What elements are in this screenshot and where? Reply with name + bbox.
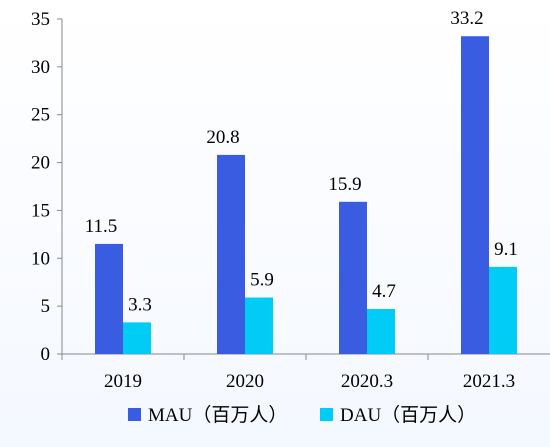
- dau-bar: [123, 322, 151, 354]
- legend-swatch-dau: [320, 408, 333, 421]
- legend-swatch-mau: [128, 408, 141, 421]
- mau-value-label: 33.2: [450, 8, 483, 29]
- y-tick-label: 0: [41, 344, 51, 365]
- axes: 0 5 10 15 20 25 30 35 2019 2020 2020.3 2021.3: [31, 9, 550, 392]
- y-tick-label: 30: [31, 57, 50, 78]
- legend: MAU（百万人） DAU（百万人）: [128, 404, 476, 426]
- dau-value-label: 9.1: [494, 239, 518, 260]
- bars: [95, 36, 517, 354]
- data-labels: 11.5 20.8 15.9 33.2 3.3 5.9 4.7 9.1: [85, 8, 518, 315]
- x-tick-label: 2020.3: [341, 371, 393, 392]
- mau-bar: [95, 243, 123, 354]
- mau-value-label: 15.9: [328, 174, 361, 195]
- dau-bar: [489, 266, 517, 354]
- x-tick-label: 2021.3: [463, 371, 515, 392]
- y-tick-label: 15: [31, 200, 50, 221]
- dau-value-label: 4.7: [372, 281, 396, 302]
- legend-label-dau: DAU（百万人）: [340, 404, 476, 426]
- dau-value-label: 3.3: [128, 294, 152, 315]
- x-tick-label: 2019: [104, 371, 142, 392]
- mau-value-label: 11.5: [85, 216, 118, 237]
- mau-bar: [217, 154, 245, 354]
- x-tick-label: 2020: [226, 371, 264, 392]
- legend-label-mau: MAU（百万人）: [148, 404, 287, 426]
- mau-bar: [461, 36, 489, 354]
- mau-bar: [339, 201, 367, 354]
- y-tick-label: 10: [31, 248, 50, 269]
- y-tick-label: 5: [41, 296, 51, 317]
- dau-bar: [245, 297, 273, 354]
- y-tick-label: 35: [31, 9, 50, 30]
- dau-value-label: 5.9: [250, 270, 274, 291]
- y-tick-label: 25: [31, 105, 50, 126]
- mau-value-label: 20.8: [206, 127, 239, 148]
- y-tick-label: 20: [31, 153, 50, 174]
- dau-bar: [367, 309, 395, 354]
